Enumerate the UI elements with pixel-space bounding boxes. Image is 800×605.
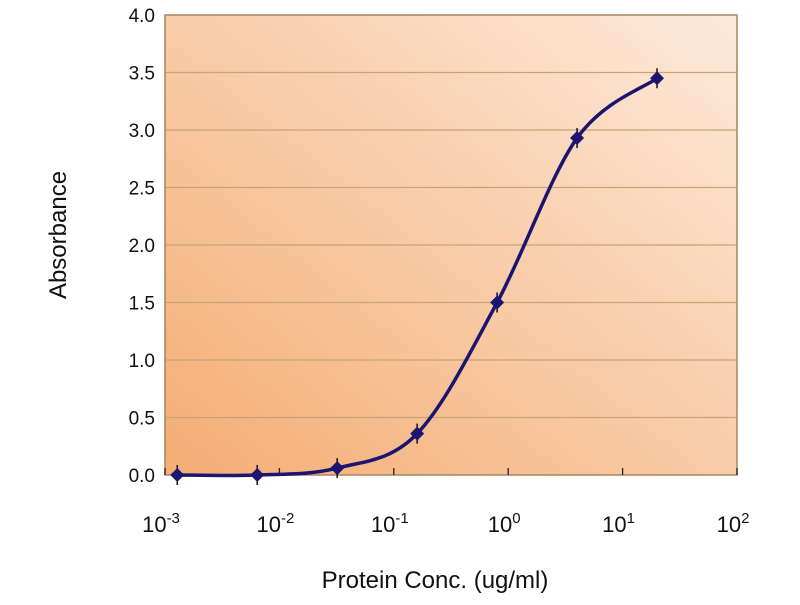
data-point — [170, 468, 185, 482]
x-tick-label: 10-1 — [371, 510, 409, 537]
y-tick-label: 3.5 — [129, 64, 155, 85]
y-tick-label: 3.0 — [129, 121, 155, 142]
y-tick-label: 2.5 — [129, 179, 155, 200]
y-axis-label: Absorbance — [45, 171, 72, 299]
y-tick-label: 1.0 — [129, 351, 155, 372]
x-tick-label: 10-2 — [256, 510, 294, 537]
data-point — [330, 461, 345, 476]
x-tick-label: 10-3 — [142, 510, 180, 537]
plot-frame — [164, 14, 738, 476]
data-point — [650, 71, 665, 86]
y-tick-label: 0.0 — [129, 466, 155, 487]
y-tick-label: 0.5 — [129, 409, 155, 430]
x-tick-label: 102 — [717, 510, 750, 537]
y-tick-label: 4.0 — [129, 6, 155, 27]
data-point — [490, 295, 505, 310]
y-tick-label: 2.0 — [129, 236, 155, 257]
x-axis-label: Protein Conc. (ug/ml) — [322, 567, 549, 594]
data-point — [410, 426, 425, 441]
x-tick-label: 101 — [602, 510, 635, 537]
y-tick-label: 1.5 — [129, 294, 155, 315]
data-point — [250, 468, 265, 482]
data-point — [570, 131, 585, 146]
x-tick-label: 100 — [488, 510, 521, 537]
